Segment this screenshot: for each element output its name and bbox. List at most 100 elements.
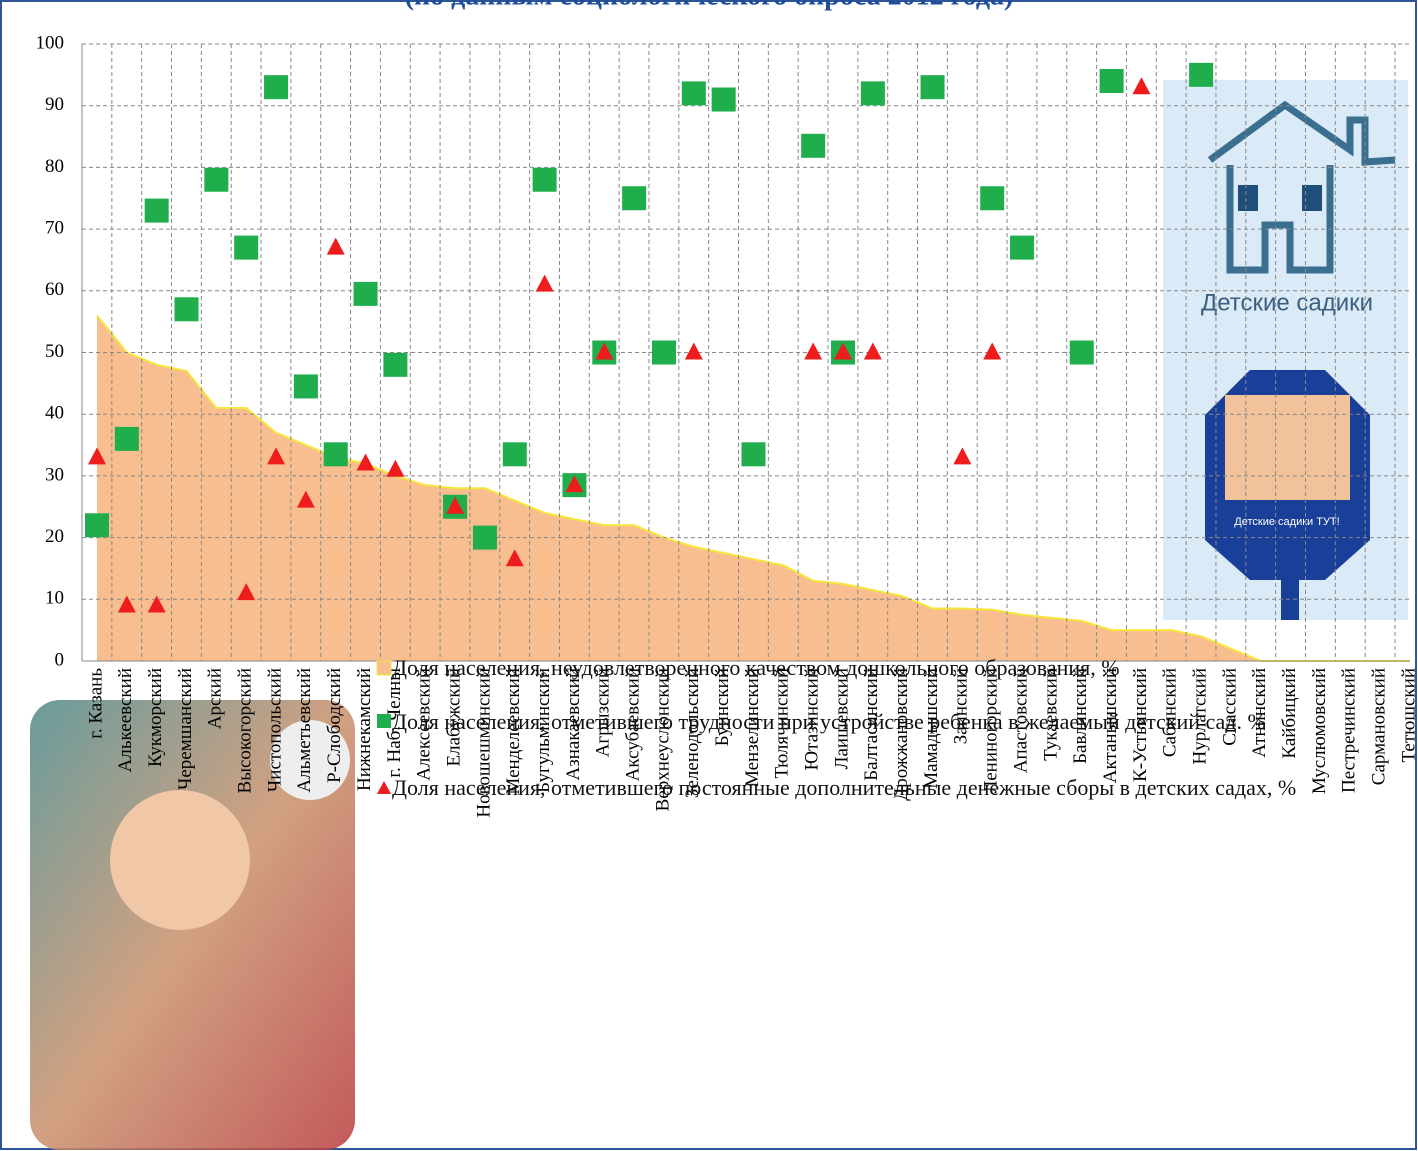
square-marker bbox=[204, 167, 229, 192]
x-tick-label: г. Казань bbox=[85, 668, 106, 739]
triangle-marker bbox=[505, 549, 524, 567]
square-marker bbox=[980, 186, 1005, 211]
x-tick-label: Ютазинский bbox=[802, 668, 823, 770]
x-tick-label: Актанышский bbox=[1100, 668, 1121, 783]
x-tick-label: Буинский bbox=[712, 668, 733, 746]
x-tick-label: Елабужский bbox=[443, 668, 464, 767]
x-tick-label: г. Наб. Челны bbox=[384, 668, 405, 778]
chart-title: (по данным социологического опроса 2012 … bbox=[405, 0, 1014, 11]
square-marker bbox=[651, 340, 676, 365]
y-tick-label: 90 bbox=[45, 94, 64, 115]
triangle-marker bbox=[804, 342, 823, 360]
x-tick-label: Менделеевский bbox=[503, 668, 524, 795]
x-tick-label: Агрызский bbox=[593, 668, 614, 757]
x-tick-label: Алексеевский bbox=[414, 668, 435, 781]
x-tick-label: Верхнеуслонский bbox=[652, 668, 673, 811]
triangle-marker bbox=[267, 447, 286, 465]
square-marker bbox=[532, 167, 557, 192]
triangle-marker bbox=[446, 496, 465, 514]
x-tick-label: Азнакаевский bbox=[563, 668, 584, 781]
x-tick-label: Балтасинский bbox=[861, 668, 882, 781]
x-tick-label: Мамадышский bbox=[921, 668, 942, 789]
square-marker bbox=[383, 352, 408, 377]
y-tick-label: 0 bbox=[55, 649, 65, 670]
x-tick-label: Тукаевский bbox=[1040, 668, 1061, 761]
legend-key bbox=[377, 714, 391, 728]
square-marker bbox=[1189, 62, 1214, 87]
square-marker bbox=[472, 525, 497, 550]
y-tick-label: 70 bbox=[45, 217, 64, 238]
triangle-marker bbox=[88, 447, 106, 465]
triangle-marker bbox=[326, 237, 345, 255]
square-marker bbox=[323, 442, 348, 467]
x-tick-label: Лениногорский bbox=[981, 668, 1002, 794]
y-tick-label: 100 bbox=[36, 32, 65, 53]
x-tick-label: Черемшанский bbox=[175, 668, 196, 790]
x-tick-label: Чистопольский bbox=[264, 668, 285, 792]
triangle-marker bbox=[147, 595, 166, 613]
x-tick-label: Арский bbox=[205, 668, 226, 729]
x-tick-label: Заинский bbox=[951, 668, 972, 744]
triangle-marker bbox=[1132, 77, 1151, 95]
x-tick-label: Тетюшский bbox=[1398, 668, 1418, 762]
x-tick-label: Сабинский bbox=[1160, 668, 1181, 757]
x-tick-label: Атнинский bbox=[1249, 668, 1270, 758]
x-tick-label: Нижнекамский bbox=[354, 668, 375, 791]
triangle-marker bbox=[535, 274, 554, 292]
x-tick-label: Дрожжановский bbox=[891, 668, 912, 801]
square-marker bbox=[801, 133, 826, 158]
y-tick-label: 30 bbox=[45, 464, 64, 485]
square-marker bbox=[264, 75, 289, 100]
y-tick-label: 40 bbox=[45, 403, 64, 424]
legend-key bbox=[376, 660, 392, 676]
x-tick-label: Апастовский bbox=[1010, 668, 1031, 773]
triangle-marker bbox=[863, 342, 882, 360]
square-marker bbox=[681, 81, 706, 106]
y-tick-label: 10 bbox=[45, 588, 64, 609]
x-tick-label: Пестречинский bbox=[1339, 668, 1360, 793]
square-marker bbox=[622, 186, 647, 211]
triangle-marker bbox=[386, 459, 405, 477]
square-marker bbox=[144, 198, 169, 223]
x-tick-label: Р-Слободский bbox=[324, 668, 345, 783]
square-marker bbox=[234, 235, 259, 260]
legend-label: Доля населения, неудовлетворенного качес… bbox=[392, 655, 1120, 680]
square-marker bbox=[85, 513, 109, 538]
triangle-marker bbox=[595, 342, 614, 360]
x-tick-label: Бугульминский bbox=[533, 668, 554, 793]
x-tick-label: Муслюмовский bbox=[1309, 668, 1330, 794]
square-marker bbox=[1099, 69, 1124, 94]
x-tick-label: Зеленодольский bbox=[682, 668, 703, 798]
triangle-marker bbox=[237, 583, 256, 601]
x-tick-label: Кукморский bbox=[145, 668, 166, 767]
x-tick-label: Альметьевский bbox=[294, 668, 315, 793]
square-marker bbox=[1069, 340, 1094, 365]
square-marker bbox=[920, 75, 945, 100]
x-tick-label: Лаишевский bbox=[831, 668, 852, 769]
x-tick-label: Тюлячинский bbox=[772, 668, 793, 779]
area-line bbox=[96, 314, 1410, 662]
x-tick-label: Высокогорский bbox=[235, 668, 256, 793]
x-tick-label: Сармановский bbox=[1369, 668, 1390, 785]
x-tick-label: Нурлатский bbox=[1189, 668, 1210, 764]
x-tick-label: Кайбицкий bbox=[1279, 668, 1300, 759]
y-tick-label: 20 bbox=[45, 526, 64, 547]
x-tick-label: Алькеевский bbox=[115, 668, 136, 772]
triangle-marker bbox=[953, 447, 972, 465]
square-marker bbox=[741, 442, 766, 467]
sign-caption: Детские садики ТУТ! bbox=[1234, 516, 1339, 528]
x-tick-label: Аксубаевский bbox=[622, 668, 643, 781]
square-marker bbox=[293, 374, 318, 399]
square-marker bbox=[711, 87, 736, 112]
x-tick-label: К-Устьинский bbox=[1130, 668, 1151, 782]
area bbox=[97, 315, 1410, 661]
triangle-marker bbox=[684, 342, 703, 360]
y-tick-label: 60 bbox=[45, 279, 64, 300]
triangle-marker bbox=[117, 595, 136, 613]
triangle-marker bbox=[356, 453, 375, 471]
square-marker bbox=[502, 442, 527, 467]
triangle-marker bbox=[983, 342, 1002, 360]
x-tick-label: Бавлинский bbox=[1070, 668, 1091, 764]
x-tick-label: Мензелинский bbox=[742, 668, 763, 787]
